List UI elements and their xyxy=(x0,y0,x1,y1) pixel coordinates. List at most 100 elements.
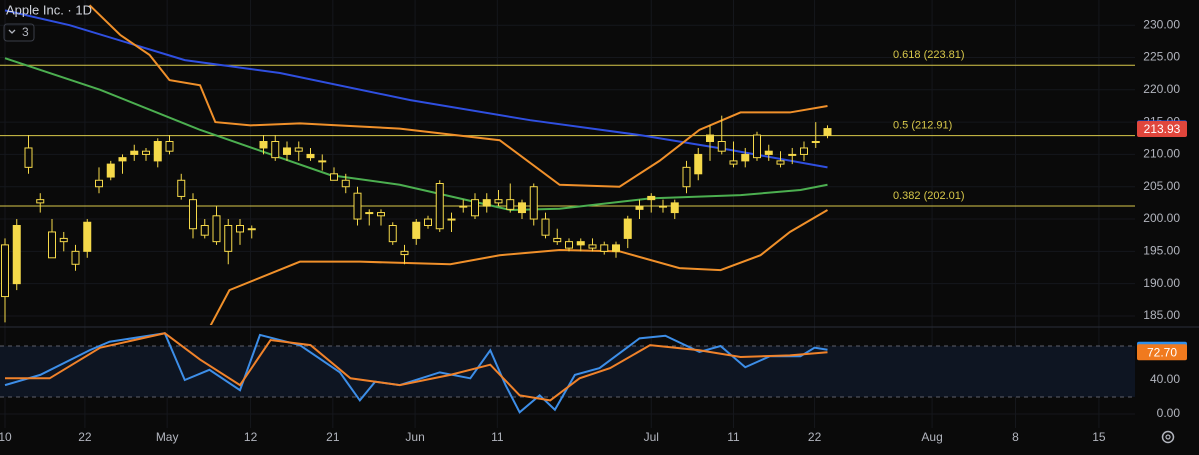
candle-body xyxy=(412,221,421,239)
candle-body xyxy=(741,153,750,162)
oscillator-pane xyxy=(0,332,1135,414)
candle-body xyxy=(177,179,186,197)
candle-body xyxy=(823,128,832,136)
fib-label: 0.382 (202.01) xyxy=(893,190,965,202)
candle-body xyxy=(494,199,503,204)
indicator-line xyxy=(4,332,828,414)
x-tick-label: 22 xyxy=(808,430,822,444)
candle-body xyxy=(353,192,362,220)
candle-body xyxy=(236,224,244,233)
x-tick-label: 10 xyxy=(0,430,12,444)
gear-hub xyxy=(1165,434,1171,440)
candle-body xyxy=(424,218,432,226)
candle-body xyxy=(95,179,103,188)
candle-body xyxy=(365,212,374,215)
candle-body xyxy=(306,153,315,159)
indicator-count: 3 xyxy=(22,25,29,39)
candle-body xyxy=(247,228,256,231)
y-tick-label: 230.00 xyxy=(1143,17,1180,31)
indicator-toggle[interactable] xyxy=(3,23,35,42)
candle-body xyxy=(165,141,174,152)
candle-body xyxy=(682,166,691,188)
candle-body xyxy=(764,150,773,155)
candle-body xyxy=(48,231,56,259)
candle-body xyxy=(612,244,620,252)
x-tick-label: 22 xyxy=(78,430,92,444)
chart-title: Apple Inc. · 1D xyxy=(6,2,92,17)
x-tick-label: 11 xyxy=(491,430,504,444)
y-tick-label: 200.00 xyxy=(1143,211,1180,225)
settings-icon[interactable] xyxy=(1161,430,1175,444)
candle-body xyxy=(318,160,327,163)
candle-body xyxy=(788,153,797,156)
candle-body xyxy=(541,218,550,236)
indicator-line xyxy=(4,9,828,169)
y-tick-label: 40.00 xyxy=(1150,372,1180,386)
candle-body xyxy=(471,199,479,217)
candle-body xyxy=(283,147,291,155)
candle-body xyxy=(553,237,562,243)
candle-body xyxy=(623,218,632,239)
candle-body xyxy=(118,157,127,162)
candle-body xyxy=(647,195,656,201)
price-tag-label: 72.70 xyxy=(1147,345,1177,359)
candle-body xyxy=(12,224,21,285)
candle-body xyxy=(1,244,9,298)
y-tick-label: 185.00 xyxy=(1143,308,1180,322)
candle-body xyxy=(717,141,726,152)
fib-label: 0.5 (212.91) xyxy=(893,120,952,132)
candle-body xyxy=(694,153,703,175)
candle-body xyxy=(635,205,644,210)
candle-body xyxy=(706,134,714,143)
price-tag xyxy=(1137,344,1187,361)
x-tick-label: 8 xyxy=(1012,430,1019,444)
candle-body xyxy=(130,150,139,155)
y-tick-label: 225.00 xyxy=(1143,50,1180,64)
x-tick-label: Jun xyxy=(405,430,424,444)
candle-body xyxy=(224,224,233,252)
indicator-line xyxy=(209,209,829,325)
candle-body xyxy=(271,141,280,159)
candle-body xyxy=(447,218,456,221)
candle-body xyxy=(189,199,197,230)
candle-body xyxy=(800,147,808,155)
candle-body xyxy=(341,179,350,188)
candle-body xyxy=(588,244,597,249)
y-tick-label: 195.00 xyxy=(1143,244,1180,258)
candle-body xyxy=(153,141,162,162)
candle-body xyxy=(294,147,303,152)
candle-body xyxy=(36,199,45,204)
candle-body xyxy=(377,212,385,217)
y-tick-label: 210.00 xyxy=(1143,147,1180,161)
candle-body xyxy=(506,199,515,210)
candle-body xyxy=(659,205,667,208)
candle-body xyxy=(106,163,115,178)
candle-body xyxy=(435,182,444,230)
y-tick-label: 190.00 xyxy=(1143,276,1180,290)
candle-body xyxy=(459,205,468,208)
price-tag xyxy=(1137,121,1187,138)
candle-body xyxy=(388,224,397,243)
candle-body xyxy=(59,237,68,243)
candle-body xyxy=(212,215,221,243)
price-tag-label: 213.93 xyxy=(1144,122,1181,136)
candle-body xyxy=(83,221,92,252)
x-tick-label: May xyxy=(156,430,179,444)
chevron-icon xyxy=(8,29,16,34)
y-tick-label: 0.00 xyxy=(1157,406,1181,420)
x-tick-label: 15 xyxy=(1092,430,1106,444)
candle-body xyxy=(600,244,609,252)
candle-body xyxy=(259,141,268,149)
candle-body xyxy=(776,160,785,165)
candle-body xyxy=(24,147,33,168)
x-tick-label: 11 xyxy=(727,430,740,444)
candle-body xyxy=(71,250,80,265)
fib-label: 0.618 (223.81) xyxy=(893,49,965,61)
x-tick-label: 21 xyxy=(326,430,340,444)
candle-body xyxy=(811,141,820,144)
candle-body xyxy=(142,150,150,155)
candle-body xyxy=(565,241,573,249)
x-tick-label: 12 xyxy=(244,430,258,444)
candle-body xyxy=(529,186,538,220)
